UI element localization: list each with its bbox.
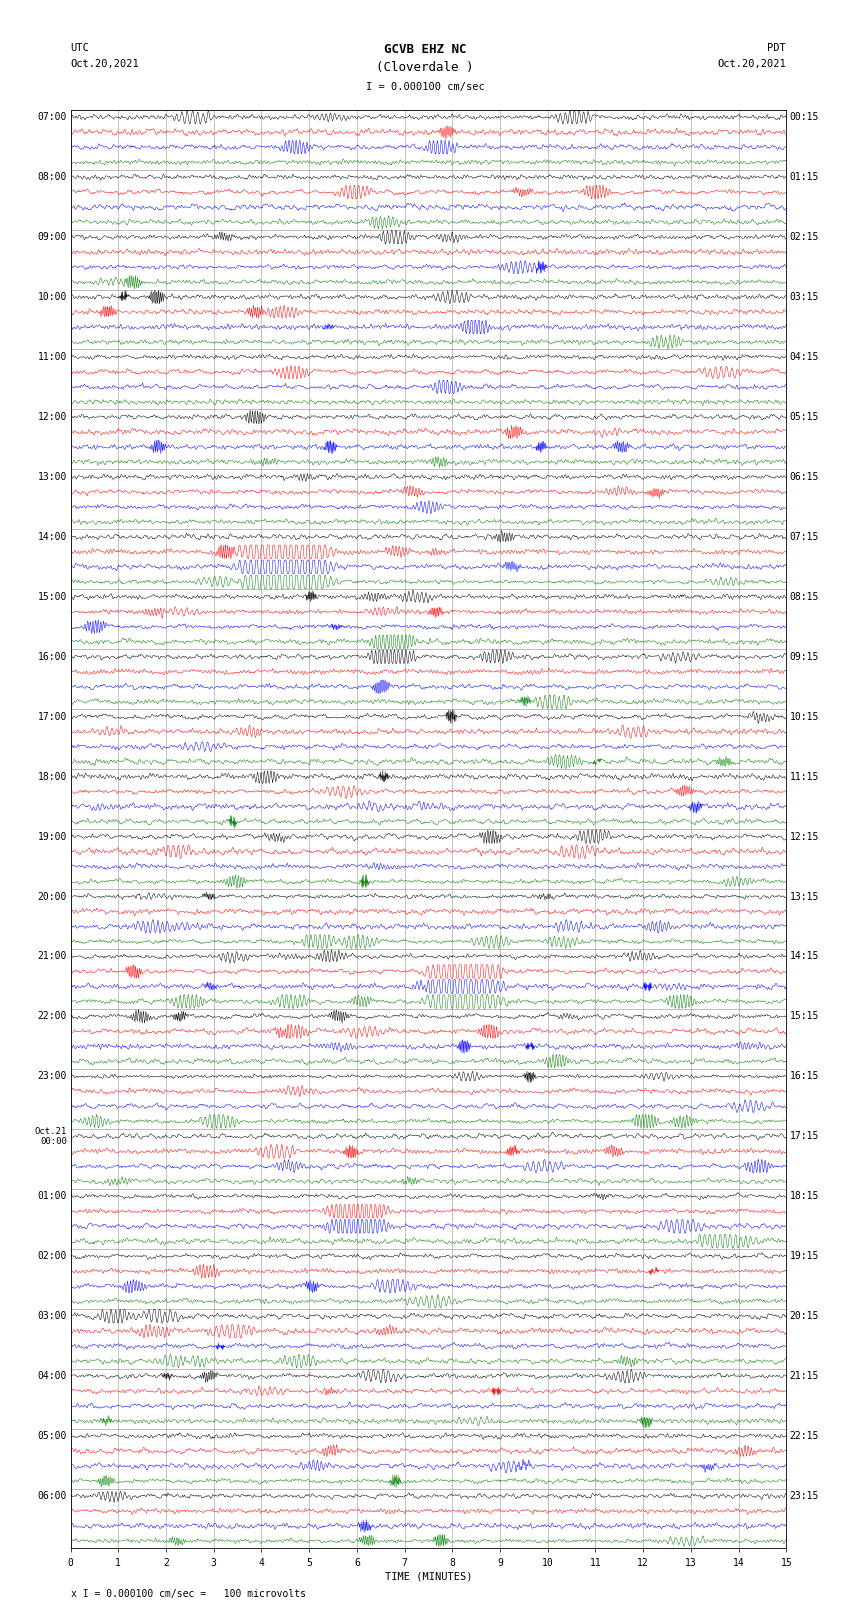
Text: x I = 0.000100 cm/sec =   100 microvolts: x I = 0.000100 cm/sec = 100 microvolts — [71, 1589, 305, 1598]
Text: (Cloverdale ): (Cloverdale ) — [377, 61, 473, 74]
Text: 05:15: 05:15 — [790, 411, 819, 423]
Text: 15:00: 15:00 — [37, 592, 67, 602]
Text: 11:15: 11:15 — [790, 771, 819, 782]
Text: 08:00: 08:00 — [37, 173, 67, 182]
Text: 00:15: 00:15 — [790, 113, 819, 123]
Text: 02:00: 02:00 — [37, 1252, 67, 1261]
Text: PDT: PDT — [768, 44, 786, 53]
Text: 03:00: 03:00 — [37, 1311, 67, 1321]
Text: 22:00: 22:00 — [37, 1011, 67, 1021]
Text: 16:00: 16:00 — [37, 652, 67, 661]
Text: 12:00: 12:00 — [37, 411, 67, 423]
Text: 05:00: 05:00 — [37, 1431, 67, 1440]
Text: 11:00: 11:00 — [37, 352, 67, 361]
Text: 17:00: 17:00 — [37, 711, 67, 721]
Text: 08:15: 08:15 — [790, 592, 819, 602]
Text: 18:15: 18:15 — [790, 1192, 819, 1202]
Text: 10:15: 10:15 — [790, 711, 819, 721]
Text: Oct.20,2021: Oct.20,2021 — [717, 60, 786, 69]
Text: 12:15: 12:15 — [790, 832, 819, 842]
Text: 01:15: 01:15 — [790, 173, 819, 182]
Text: 06:15: 06:15 — [790, 473, 819, 482]
Text: 09:15: 09:15 — [790, 652, 819, 661]
Text: 07:15: 07:15 — [790, 532, 819, 542]
Text: 13:15: 13:15 — [790, 892, 819, 902]
Text: 10:00: 10:00 — [37, 292, 67, 302]
Text: 22:15: 22:15 — [790, 1431, 819, 1440]
Text: UTC: UTC — [71, 44, 89, 53]
Text: 01:00: 01:00 — [37, 1192, 67, 1202]
Text: 04:15: 04:15 — [790, 352, 819, 361]
Text: Oct.21: Oct.21 — [35, 1127, 67, 1136]
Text: 23:00: 23:00 — [37, 1071, 67, 1081]
Text: 03:15: 03:15 — [790, 292, 819, 302]
Text: Oct.20,2021: Oct.20,2021 — [71, 60, 139, 69]
Text: 19:00: 19:00 — [37, 832, 67, 842]
Text: 14:00: 14:00 — [37, 532, 67, 542]
Text: 20:00: 20:00 — [37, 892, 67, 902]
Text: I = 0.000100 cm/sec: I = 0.000100 cm/sec — [366, 82, 484, 92]
Text: 02:15: 02:15 — [790, 232, 819, 242]
Text: 00:00: 00:00 — [40, 1137, 67, 1145]
Text: 21:00: 21:00 — [37, 952, 67, 961]
Text: 07:00: 07:00 — [37, 113, 67, 123]
Text: 19:15: 19:15 — [790, 1252, 819, 1261]
Text: GCVB EHZ NC: GCVB EHZ NC — [383, 44, 467, 56]
Text: 23:15: 23:15 — [790, 1490, 819, 1502]
Text: 20:15: 20:15 — [790, 1311, 819, 1321]
Text: 13:00: 13:00 — [37, 473, 67, 482]
Text: 06:00: 06:00 — [37, 1490, 67, 1502]
Text: 14:15: 14:15 — [790, 952, 819, 961]
Text: 09:00: 09:00 — [37, 232, 67, 242]
X-axis label: TIME (MINUTES): TIME (MINUTES) — [385, 1571, 472, 1582]
Text: 15:15: 15:15 — [790, 1011, 819, 1021]
Text: 16:15: 16:15 — [790, 1071, 819, 1081]
Text: 21:15: 21:15 — [790, 1371, 819, 1381]
Text: 18:00: 18:00 — [37, 771, 67, 782]
Text: 04:00: 04:00 — [37, 1371, 67, 1381]
Text: 17:15: 17:15 — [790, 1131, 819, 1142]
